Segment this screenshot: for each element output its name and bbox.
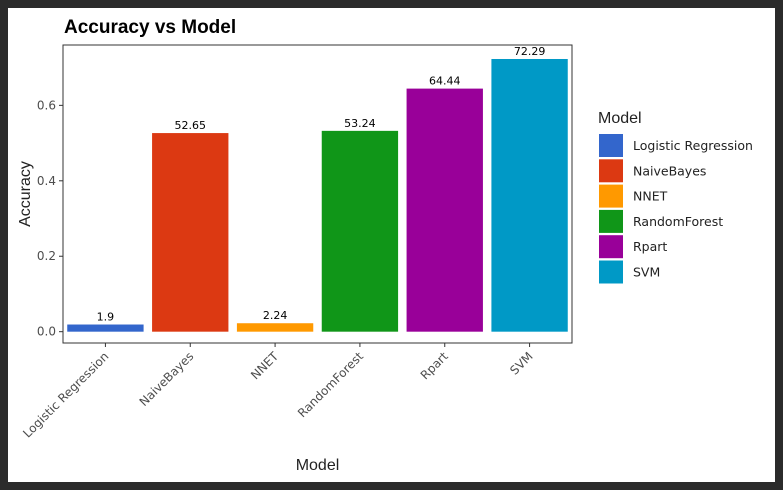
y-tick-label: 0.0: [37, 325, 56, 339]
bar-rpart: [406, 88, 483, 332]
x-tick-label: RandomForest: [295, 349, 366, 420]
legend-swatch: [599, 159, 623, 183]
chart-frame: Accuracy vs Model 0.0 0.2 0.4 0.6 1.9 Logistic…: [8, 8, 775, 482]
legend-label: NaiveBayes: [633, 163, 706, 178]
bar-naivebayes: [152, 133, 229, 332]
x-tick-label: SVM: [507, 349, 535, 377]
bar-svm: [491, 58, 568, 332]
legend-swatch: [599, 209, 623, 233]
bar-nnet: [236, 323, 314, 332]
x-tick-label: NNET: [248, 349, 282, 383]
legend-swatch: [599, 184, 623, 208]
legend-swatch: [599, 260, 623, 284]
legend-swatch: [599, 235, 623, 259]
chart-title: Accuracy vs Model: [64, 17, 236, 38]
data-label: 52.65: [175, 119, 207, 132]
y-tick-label: 0.4: [37, 174, 56, 188]
data-label: 64.44: [429, 75, 461, 88]
data-label: 72.29: [514, 45, 546, 58]
legend-label: Logistic Regression: [633, 138, 753, 153]
legend-label: RandomForest: [633, 214, 723, 229]
y-tick-label: 0.2: [37, 249, 56, 263]
legend-label: NNET: [633, 189, 668, 204]
bar-logistic-regression: [67, 324, 144, 332]
legend-label: Rpart: [633, 239, 667, 254]
y-tick-label: 0.6: [37, 98, 56, 112]
plot-panel-border: [62, 44, 573, 344]
data-label: 2.24: [263, 309, 288, 322]
y-axis-title: Accuracy: [17, 161, 34, 227]
bar-randomforest: [321, 130, 399, 332]
x-tick-label: Logistic Regression: [20, 349, 111, 440]
x-tick-label: Rpart: [418, 349, 451, 382]
legend-title: Model: [598, 110, 642, 127]
legend-swatch: [599, 134, 623, 157]
x-axis-title: Model: [296, 457, 340, 474]
x-tick-label: NaiveBayes: [137, 349, 197, 409]
legend-label: SVM: [633, 265, 660, 280]
data-label: 1.9: [97, 311, 115, 324]
accuracy-bar-chart: Accuracy vs Model 0.0 0.2 0.4 0.6 1.9 Logistic…: [17, 17, 753, 474]
data-label: 53.24: [344, 117, 376, 130]
